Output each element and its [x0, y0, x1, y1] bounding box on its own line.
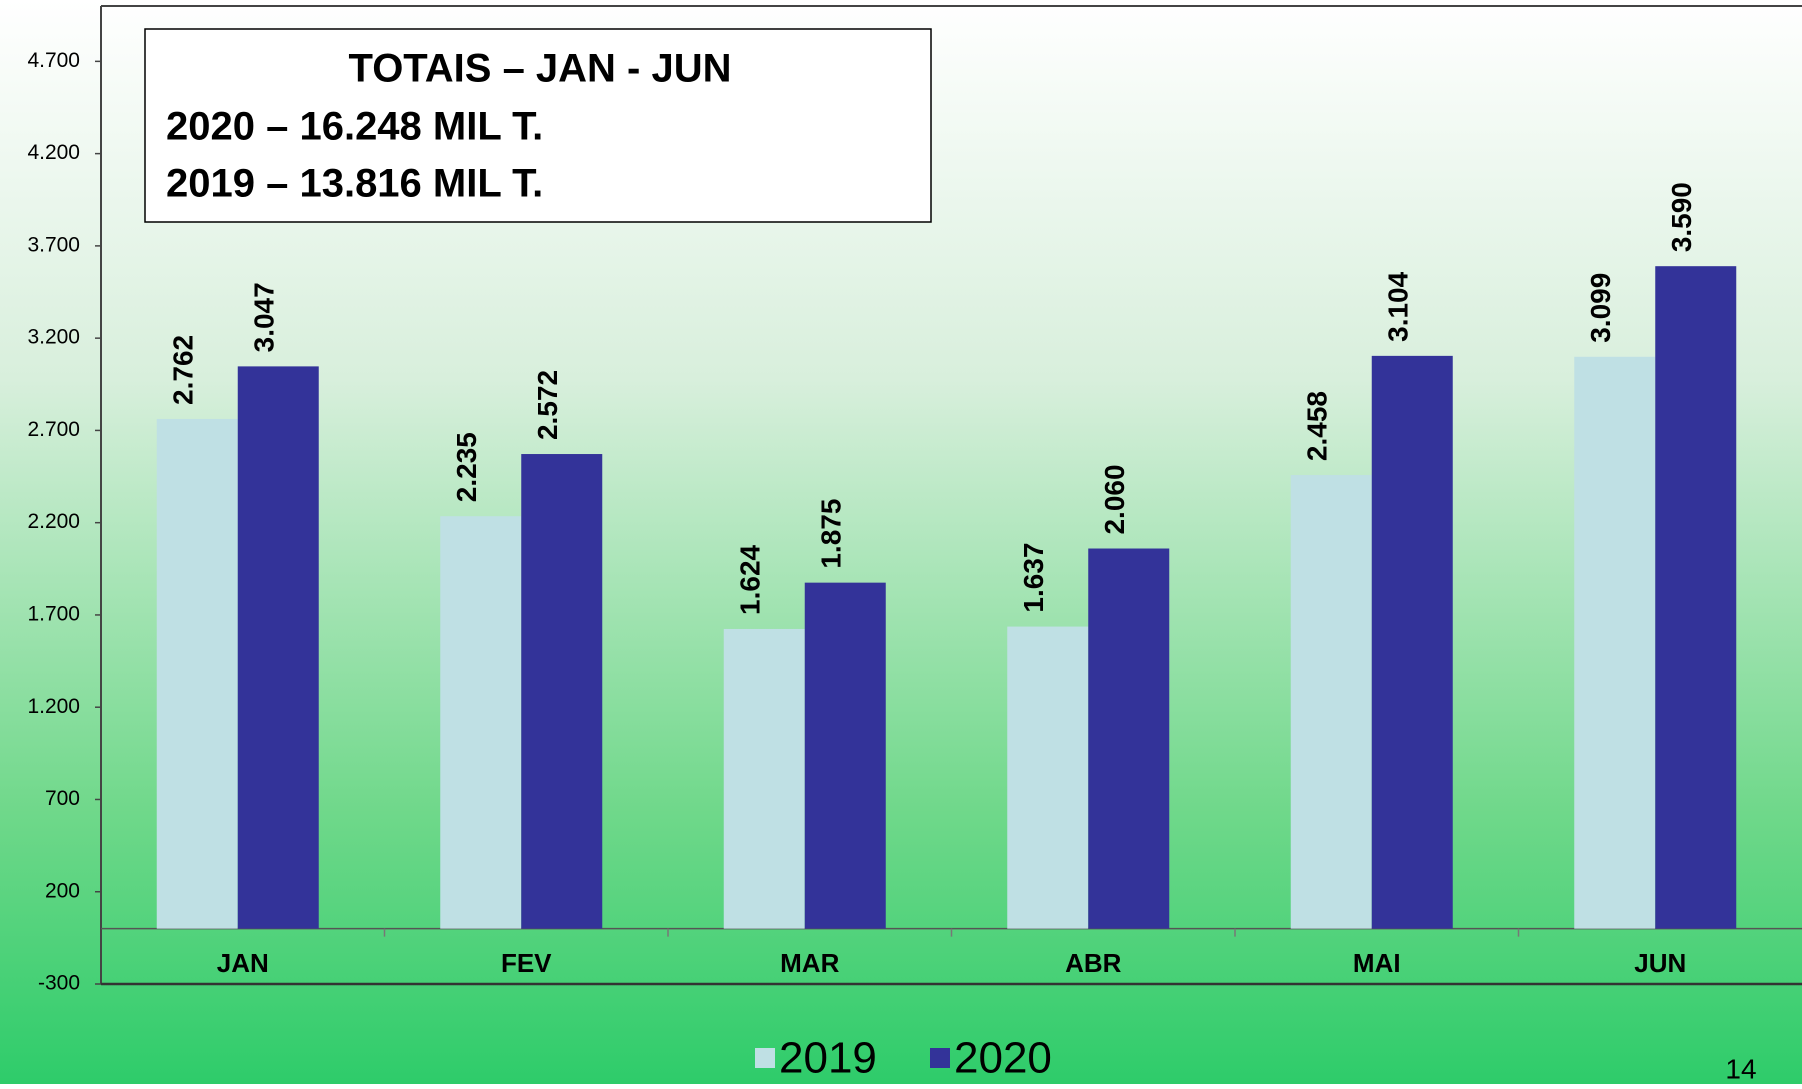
- bar: [804, 582, 886, 929]
- value-label: 1.624: [735, 544, 766, 614]
- bar: [521, 454, 603, 929]
- y-tick-label: -300: [38, 972, 80, 995]
- bar: [723, 628, 805, 929]
- y-tick-label: 4.700: [27, 49, 80, 72]
- value-label: 3.047: [249, 282, 280, 352]
- legend-swatch: [755, 1048, 775, 1068]
- bar: [1088, 548, 1170, 929]
- value-label: 3.104: [1383, 271, 1414, 341]
- x-tick-label: FEV: [501, 948, 552, 978]
- value-label: 2.458: [1302, 391, 1333, 461]
- x-tick-label: MAR: [780, 948, 839, 978]
- value-label: 3.590: [1666, 182, 1697, 252]
- value-label: 1.637: [1018, 542, 1049, 612]
- y-tick-label: 1.200: [27, 695, 80, 718]
- y-tick-label: 3.200: [27, 326, 80, 349]
- legend-label: 2020: [954, 1034, 1052, 1083]
- annotation-title: TOTAIS – JAN - JUN: [348, 47, 731, 91]
- y-tick-label: 2.700: [27, 418, 80, 441]
- x-tick-label: JUN: [1634, 948, 1686, 978]
- legend-label: 2019: [779, 1034, 877, 1083]
- value-label: 2.572: [532, 370, 563, 440]
- annotation-line: 2019 – 13.816 MIL T.: [166, 162, 543, 206]
- y-tick-label: 2.200: [27, 510, 80, 533]
- bar: [1655, 266, 1737, 929]
- bar: [1371, 355, 1453, 929]
- annotation-box: [144, 28, 932, 223]
- x-tick-label: MAI: [1353, 948, 1401, 978]
- y-tick-label: 1.700: [27, 602, 80, 625]
- y-tick-label: 200: [45, 879, 80, 902]
- y-tick-label: 4.200: [27, 141, 80, 164]
- bar: [1007, 626, 1089, 929]
- legend-swatch: [930, 1048, 950, 1068]
- bar: [237, 366, 319, 929]
- value-label: 1.875: [816, 499, 847, 569]
- annotation-line: 2020 – 16.248 MIL T.: [166, 105, 543, 149]
- x-tick-label: ABR: [1065, 948, 1122, 978]
- bar: [156, 418, 238, 929]
- value-label: 2.235: [451, 432, 482, 502]
- y-tick-label: 3.700: [27, 233, 80, 256]
- page-number: 14: [1725, 1053, 1756, 1084]
- value-label: 2.060: [1099, 464, 1130, 534]
- bar: [1574, 356, 1656, 929]
- bar: [440, 516, 522, 929]
- value-label: 2.762: [168, 335, 199, 405]
- x-tick-label: JAN: [217, 948, 269, 978]
- value-label: 3.099: [1585, 273, 1616, 343]
- bar: [1290, 475, 1372, 929]
- y-tick-label: 700: [45, 787, 80, 810]
